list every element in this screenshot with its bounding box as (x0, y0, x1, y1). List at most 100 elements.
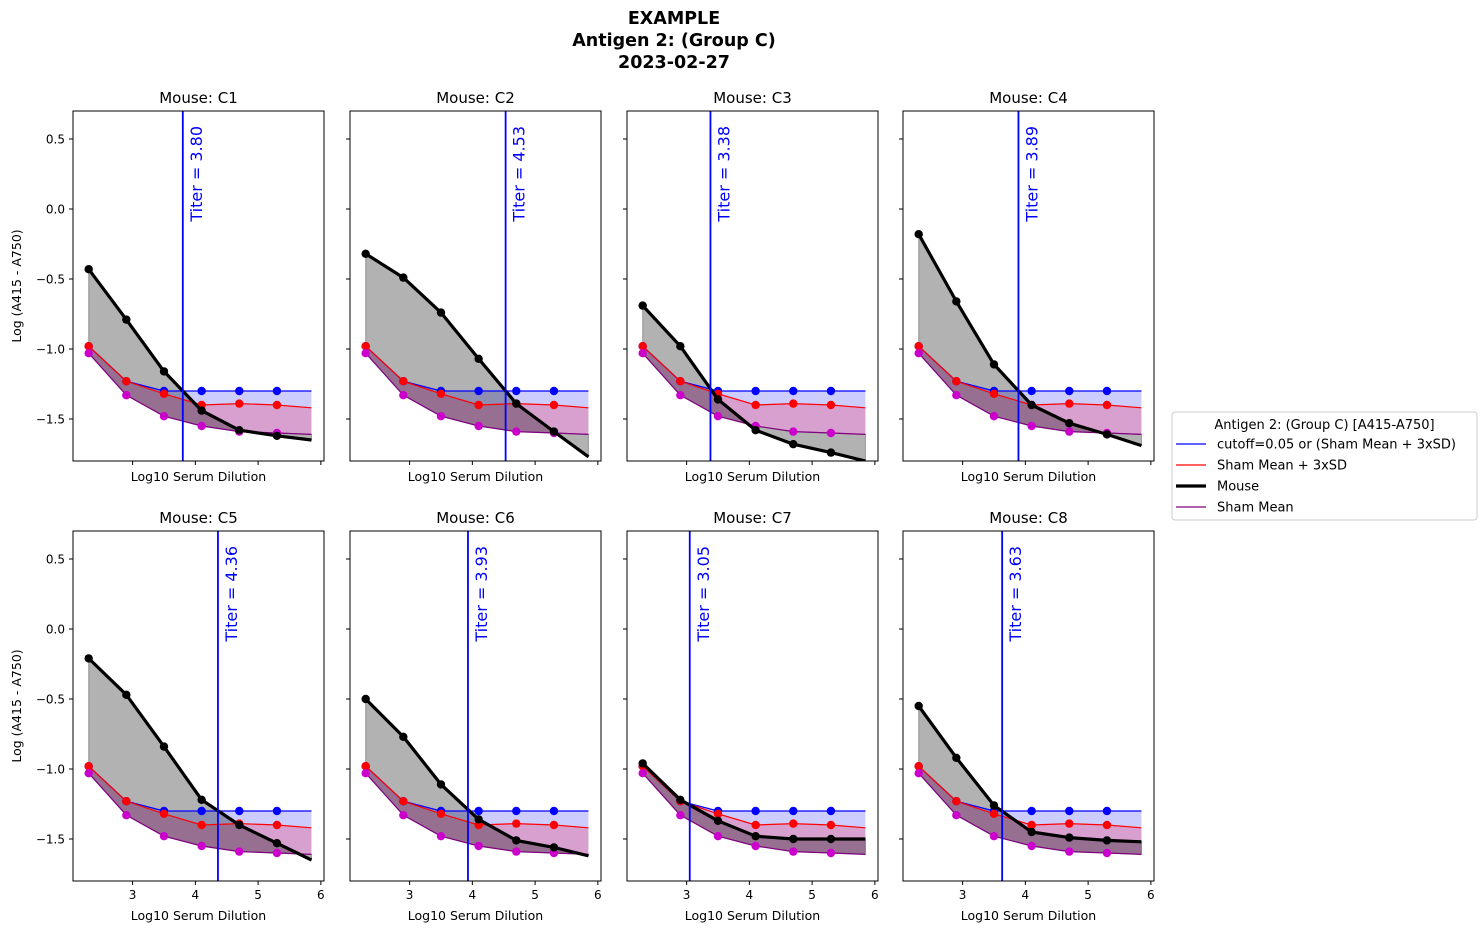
axes-frame (626, 530, 879, 882)
titer-label-prefix: Titer = (1022, 162, 1041, 223)
cutoff-band-fill (365, 766, 589, 828)
subplot-6: Titer = 3.93 Mouse: C6 3 4 5 6 Log10 Serum Dil… (346, 509, 602, 923)
sham-band-fill (88, 346, 312, 435)
legend-title: Antigen 2: (Group C) [A415-A750] (1214, 418, 1434, 433)
x-tick-label: 3 (683, 888, 691, 902)
x-tick-label: 4 (192, 888, 200, 902)
x-tick-label: 5 (254, 888, 262, 902)
axes-frame (902, 110, 1155, 462)
mouse-point (361, 249, 370, 258)
cutoff-band-fill (88, 346, 312, 408)
sham-mean-point (989, 832, 999, 841)
mouse-point (1102, 836, 1112, 845)
sham-mean-3sd-point (474, 400, 483, 410)
mouse-point (84, 265, 93, 274)
mouse-point (751, 426, 760, 435)
sham-mean-point (1102, 848, 1112, 858)
subplot-title: Mouse: C5 (159, 509, 238, 527)
x-tick-label: 5 (531, 888, 539, 902)
y-tick-label: −1.5 (36, 413, 65, 427)
sham-mean-point (512, 427, 521, 436)
sham-mean-point (436, 412, 446, 421)
sham-mean-3sd-point (952, 377, 961, 386)
sham-mean-3sd-point (1102, 400, 1112, 410)
mouse-point (399, 273, 408, 282)
titer-label: Titer = 4.53 (510, 126, 529, 223)
sham-mean-3sd-point (272, 820, 282, 830)
titer-label: Titer = 3.63 (1006, 546, 1025, 643)
sham-mean-3sd-point (914, 342, 923, 351)
sham-mean-3sd-point (122, 377, 131, 386)
cutoff-point (1102, 386, 1112, 396)
sham-band-fill (918, 766, 1142, 855)
mouse-point (474, 354, 483, 363)
mouse-point (1027, 400, 1036, 410)
x-tick-label: 5 (1084, 888, 1092, 902)
plot-area (638, 531, 866, 881)
sham-mean-3sd-point (1065, 819, 1074, 828)
legend-label: Mouse (1217, 480, 1259, 495)
legend-box (1171, 411, 1478, 521)
cutoff-point (197, 386, 206, 396)
sham-mean-3sd-point (84, 342, 93, 351)
sham-band-fill (918, 346, 1142, 435)
subplot-title: Mouse: C4 (989, 89, 1068, 107)
x-tick-label: 6 (594, 888, 602, 902)
mouse-area-fill (642, 304, 866, 461)
axes-frame (72, 530, 325, 882)
mouse-point (436, 780, 446, 789)
titer-label-value: 4.53 (510, 126, 529, 162)
mouse-point (638, 301, 647, 310)
titer-label: Titer = 4.36 (222, 546, 241, 643)
y-tick-label: 0.0 (46, 203, 65, 217)
subplot-title: Mouse: C6 (436, 509, 515, 527)
figure-title: EXAMPLE Antigen 2: (Group C) 2023-02-27 (474, 8, 874, 74)
sham-mean-point (713, 832, 723, 841)
sham-mean-point (474, 421, 483, 431)
mouse-point (789, 834, 798, 844)
sham-mean-point (272, 848, 282, 858)
x-axis-label: Log10 Serum Dilution (961, 908, 1096, 923)
sham-mean-3sd-point (914, 762, 923, 771)
x-tick-label: 3 (406, 888, 414, 902)
mouse-point (235, 426, 244, 435)
sham-mean-3sd-point (272, 400, 282, 410)
mouse-point (1065, 833, 1074, 842)
subplot-2: Titer = 4.53 Mouse: C2 Log10 Serum Dilutio… (346, 89, 602, 484)
plot-area (638, 111, 866, 461)
sham-mean-3sd-point (122, 797, 131, 806)
sham-mean-point (512, 847, 521, 856)
sham-mean-point (436, 832, 446, 841)
sham-mean-3sd-point (235, 399, 244, 408)
cutoff-point (1065, 806, 1074, 816)
subplot-4: Titer = 3.89 Mouse: C4 Log10 Serum Dilutio… (899, 89, 1155, 484)
mouse-point (272, 839, 282, 848)
sham-mean-point (989, 412, 999, 421)
mouse-point (84, 654, 93, 663)
sham-mean-point (159, 412, 169, 421)
cutoff-point (512, 386, 521, 396)
cutoff-point (1027, 386, 1036, 396)
titer-label-value: 3.80 (187, 126, 206, 162)
subplot-7: Titer = 3.05 Mouse: C7 3 4 5 6 Log10 Serum Dil… (623, 509, 879, 923)
cutoff-point (789, 806, 798, 816)
cutoff-point (474, 806, 483, 816)
cutoff-point (235, 806, 244, 816)
cutoff-band-fill (88, 766, 312, 828)
cutoff-point (1102, 806, 1112, 816)
subplot-title: Mouse: C8 (989, 509, 1068, 527)
sham-mean-3sd-point (676, 377, 685, 386)
sham-mean-3sd-point (952, 797, 961, 806)
sham-mean-point (676, 391, 685, 400)
subplot-8: Titer = 3.63 Mouse: C8 3 4 5 6 Log10 Serum Dil… (899, 509, 1155, 923)
sham-mean-point (474, 841, 483, 851)
mouse-point (122, 690, 131, 699)
titer-label-value: 3.93 (472, 546, 491, 582)
titer-label-prefix: Titer = (472, 582, 491, 643)
legend-label: Sham Mean (1217, 501, 1294, 516)
x-tick-label: 3 (959, 888, 967, 902)
mouse-point (549, 427, 559, 436)
sham-mean-3sd-point (638, 342, 647, 351)
mouse-point (914, 701, 923, 711)
